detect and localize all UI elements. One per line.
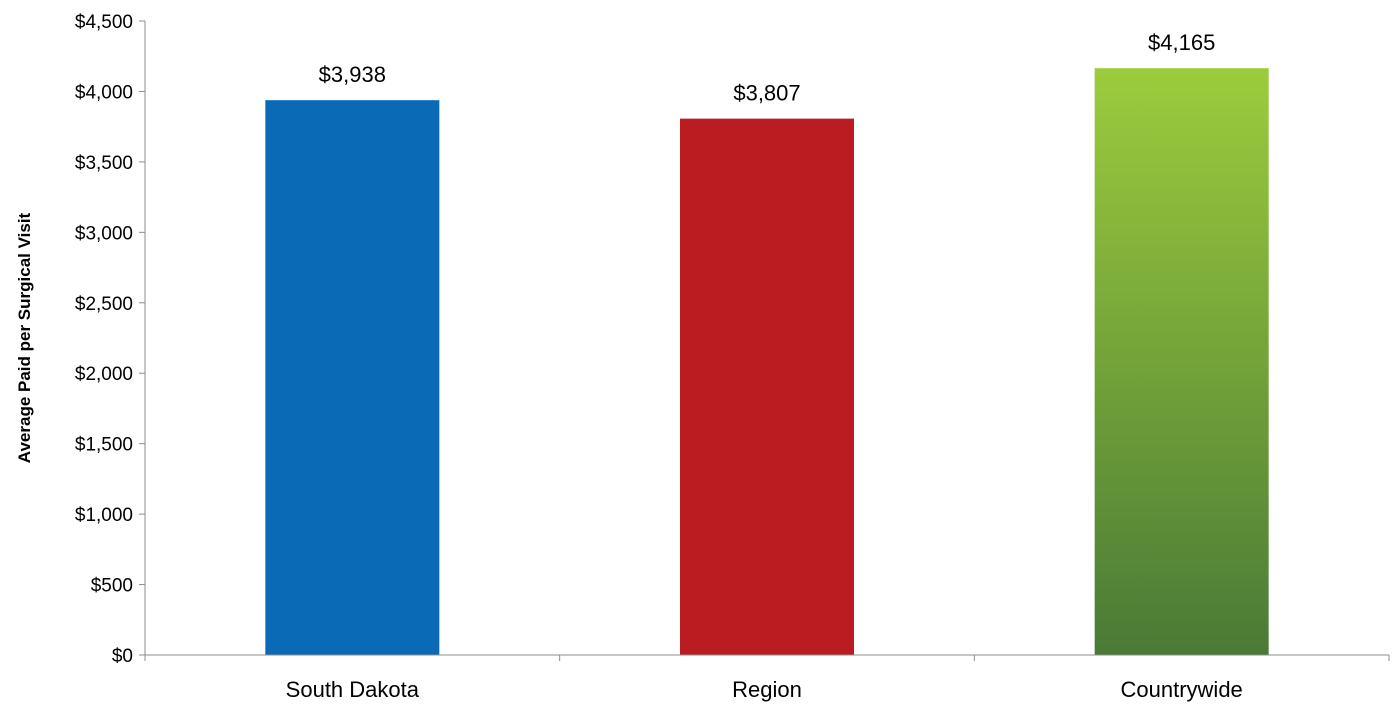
y-tick-label: $0 <box>112 646 133 667</box>
y-tick-label: $2,500 <box>75 294 133 315</box>
data-labels: $3,938 $3,807 $4,165 <box>319 30 1216 105</box>
x-category-label: Region <box>732 677 802 702</box>
y-tick-label: $2,000 <box>75 364 133 385</box>
bar-south-dakota <box>265 100 440 655</box>
x-ticks: South Dakota Region Countrywide <box>144 655 1390 702</box>
bars-layer <box>265 68 1269 656</box>
y-tick-label: $3,500 <box>75 153 133 174</box>
y-axis-title: Average Paid per Surgical Visit <box>15 212 34 463</box>
y-tick-label: $1,000 <box>75 505 133 526</box>
x-category-label: Countrywide <box>1121 677 1243 702</box>
bar-value-label: $3,938 <box>319 62 386 87</box>
y-tick-label: $1,500 <box>75 435 133 456</box>
axes-layer <box>144 21 1389 656</box>
y-tick-label: $4,000 <box>75 82 133 103</box>
y-tick-label: $500 <box>91 576 133 597</box>
bar-value-label: $3,807 <box>733 81 800 106</box>
y-ticks: $0 $500 $1,000 $1,500 $2,000 $2,500 $3,000 $3,5… <box>75 12 145 667</box>
bar-region <box>680 118 854 656</box>
y-tick-label: $3,000 <box>75 223 133 244</box>
x-category-label: South Dakota <box>286 677 420 702</box>
bar-value-label: $4,165 <box>1148 30 1215 55</box>
y-tick-label: $4,500 <box>75 12 133 33</box>
bar-countrywide <box>1094 68 1269 656</box>
